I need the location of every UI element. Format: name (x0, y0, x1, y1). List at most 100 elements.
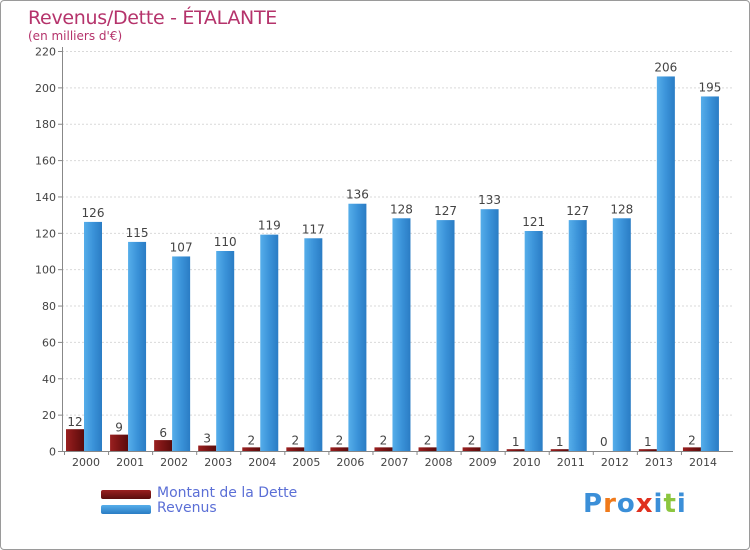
data-label-revenus: 127 (434, 204, 457, 218)
logo-letter: x (635, 489, 654, 519)
bar-dette (66, 429, 84, 451)
bar-dette (550, 449, 569, 451)
data-label-dette: 9 (115, 421, 123, 435)
y-tick-label: 0 (49, 446, 56, 459)
data-label-dette: 2 (688, 433, 696, 447)
y-tick-label: 160 (35, 155, 56, 168)
data-label-dette: 12 (67, 415, 82, 429)
logo-letter: t (663, 489, 677, 519)
x-tick-label: 2009 (469, 456, 497, 469)
bar-revenus (392, 218, 411, 451)
x-tick-label: 2004 (248, 456, 276, 469)
bar-revenus (128, 241, 147, 451)
data-label-dette: 1 (644, 435, 652, 449)
data-label-dette: 2 (336, 433, 344, 447)
bar-revenus (612, 218, 631, 451)
x-tick-label: 2007 (381, 456, 409, 469)
legend-swatch-dette (101, 490, 151, 499)
y-tick-label: 200 (35, 82, 56, 95)
bar-revenus (568, 220, 587, 451)
bar-revenus (700, 96, 719, 452)
x-tick-label: 2001 (116, 456, 144, 469)
data-label-revenus: 127 (566, 204, 589, 218)
chart-title: Revenus/Dette - ÉTALANTE (28, 7, 277, 29)
x-tick-label: 2000 (72, 456, 100, 469)
data-label-revenus: 119 (258, 219, 281, 233)
y-tick-label: 120 (35, 227, 56, 240)
data-label-revenus: 110 (214, 235, 237, 249)
data-label-revenus: 107 (170, 240, 193, 254)
data-label-dette: 3 (203, 432, 211, 446)
bar-revenus (524, 231, 543, 451)
data-label-revenus: 121 (522, 215, 545, 229)
bar-dette (242, 447, 261, 451)
bar-dette (506, 449, 525, 451)
y-tick-label: 80 (42, 300, 56, 313)
legend-swatch-revenus (101, 505, 151, 514)
y-tick-label: 180 (35, 118, 56, 131)
legend-label-dette: Montant de la Dette (157, 485, 298, 501)
data-label-revenus: 195 (698, 80, 721, 94)
logo-letter: r (603, 489, 617, 519)
x-tick-label: 2011 (557, 456, 585, 469)
y-tick-label: 100 (35, 264, 56, 277)
bars (66, 76, 719, 452)
bar-revenus (172, 256, 191, 451)
data-label-dette: 1 (556, 435, 564, 449)
data-label-dette: 2 (380, 433, 388, 447)
logo-letter: P (583, 489, 604, 519)
x-tick-label: 2003 (204, 456, 232, 469)
data-label-revenus: 206 (654, 60, 677, 74)
x-tick-label: 2006 (336, 456, 364, 469)
bar-dette (682, 447, 701, 451)
bar-dette (286, 447, 305, 451)
data-labels: 1212691156107311021192117213621282127213… (67, 60, 721, 449)
bar-revenus (436, 220, 455, 451)
data-label-dette: 0 (600, 435, 608, 449)
proxiti-logo: Proxiti (583, 489, 687, 519)
y-tick-label: 60 (42, 336, 56, 349)
x-tick-label: 2005 (292, 456, 320, 469)
bar-revenus (260, 234, 279, 451)
data-label-revenus: 128 (610, 202, 633, 216)
x-tick-label: 2014 (689, 456, 717, 469)
y-tick-label: 20 (42, 409, 56, 422)
bar-dette (462, 447, 481, 451)
bar-revenus (480, 209, 499, 451)
data-label-dette: 1 (512, 435, 520, 449)
legend-label-revenus: Revenus (157, 500, 217, 516)
data-label-revenus: 115 (126, 226, 149, 240)
data-label-revenus: 128 (390, 202, 413, 216)
x-tick-label: 2013 (645, 456, 673, 469)
x-tick-label: 2012 (601, 456, 629, 469)
bar-dette (374, 447, 393, 451)
bar-dette (638, 449, 657, 451)
x-tick-label: 2008 (425, 456, 453, 469)
logo-letter: o (616, 489, 636, 519)
bar-revenus (348, 203, 367, 451)
y-tick-label: 220 (35, 46, 56, 59)
x-tick-label: 2002 (160, 456, 188, 469)
data-label-revenus: 133 (478, 193, 501, 207)
y-tick-label: 40 (42, 373, 56, 386)
bar-revenus (216, 251, 235, 451)
bar-dette (110, 434, 129, 451)
bar-dette (154, 440, 173, 451)
chart-subtitle: (en milliers d'€) (28, 29, 123, 43)
y-tick-label: 140 (35, 191, 56, 204)
data-label-revenus: 136 (346, 188, 369, 202)
x-tick-label: 2010 (513, 456, 541, 469)
bar-dette (198, 445, 217, 451)
bar-dette (418, 447, 437, 451)
data-label-revenus: 126 (82, 206, 105, 220)
data-label-dette: 2 (247, 433, 255, 447)
data-label-dette: 2 (424, 433, 432, 447)
data-label-dette: 6 (159, 426, 167, 440)
data-label-revenus: 117 (302, 222, 325, 236)
bar-revenus (656, 76, 675, 452)
logo-letter: i (676, 489, 687, 519)
bar-dette (330, 447, 349, 451)
